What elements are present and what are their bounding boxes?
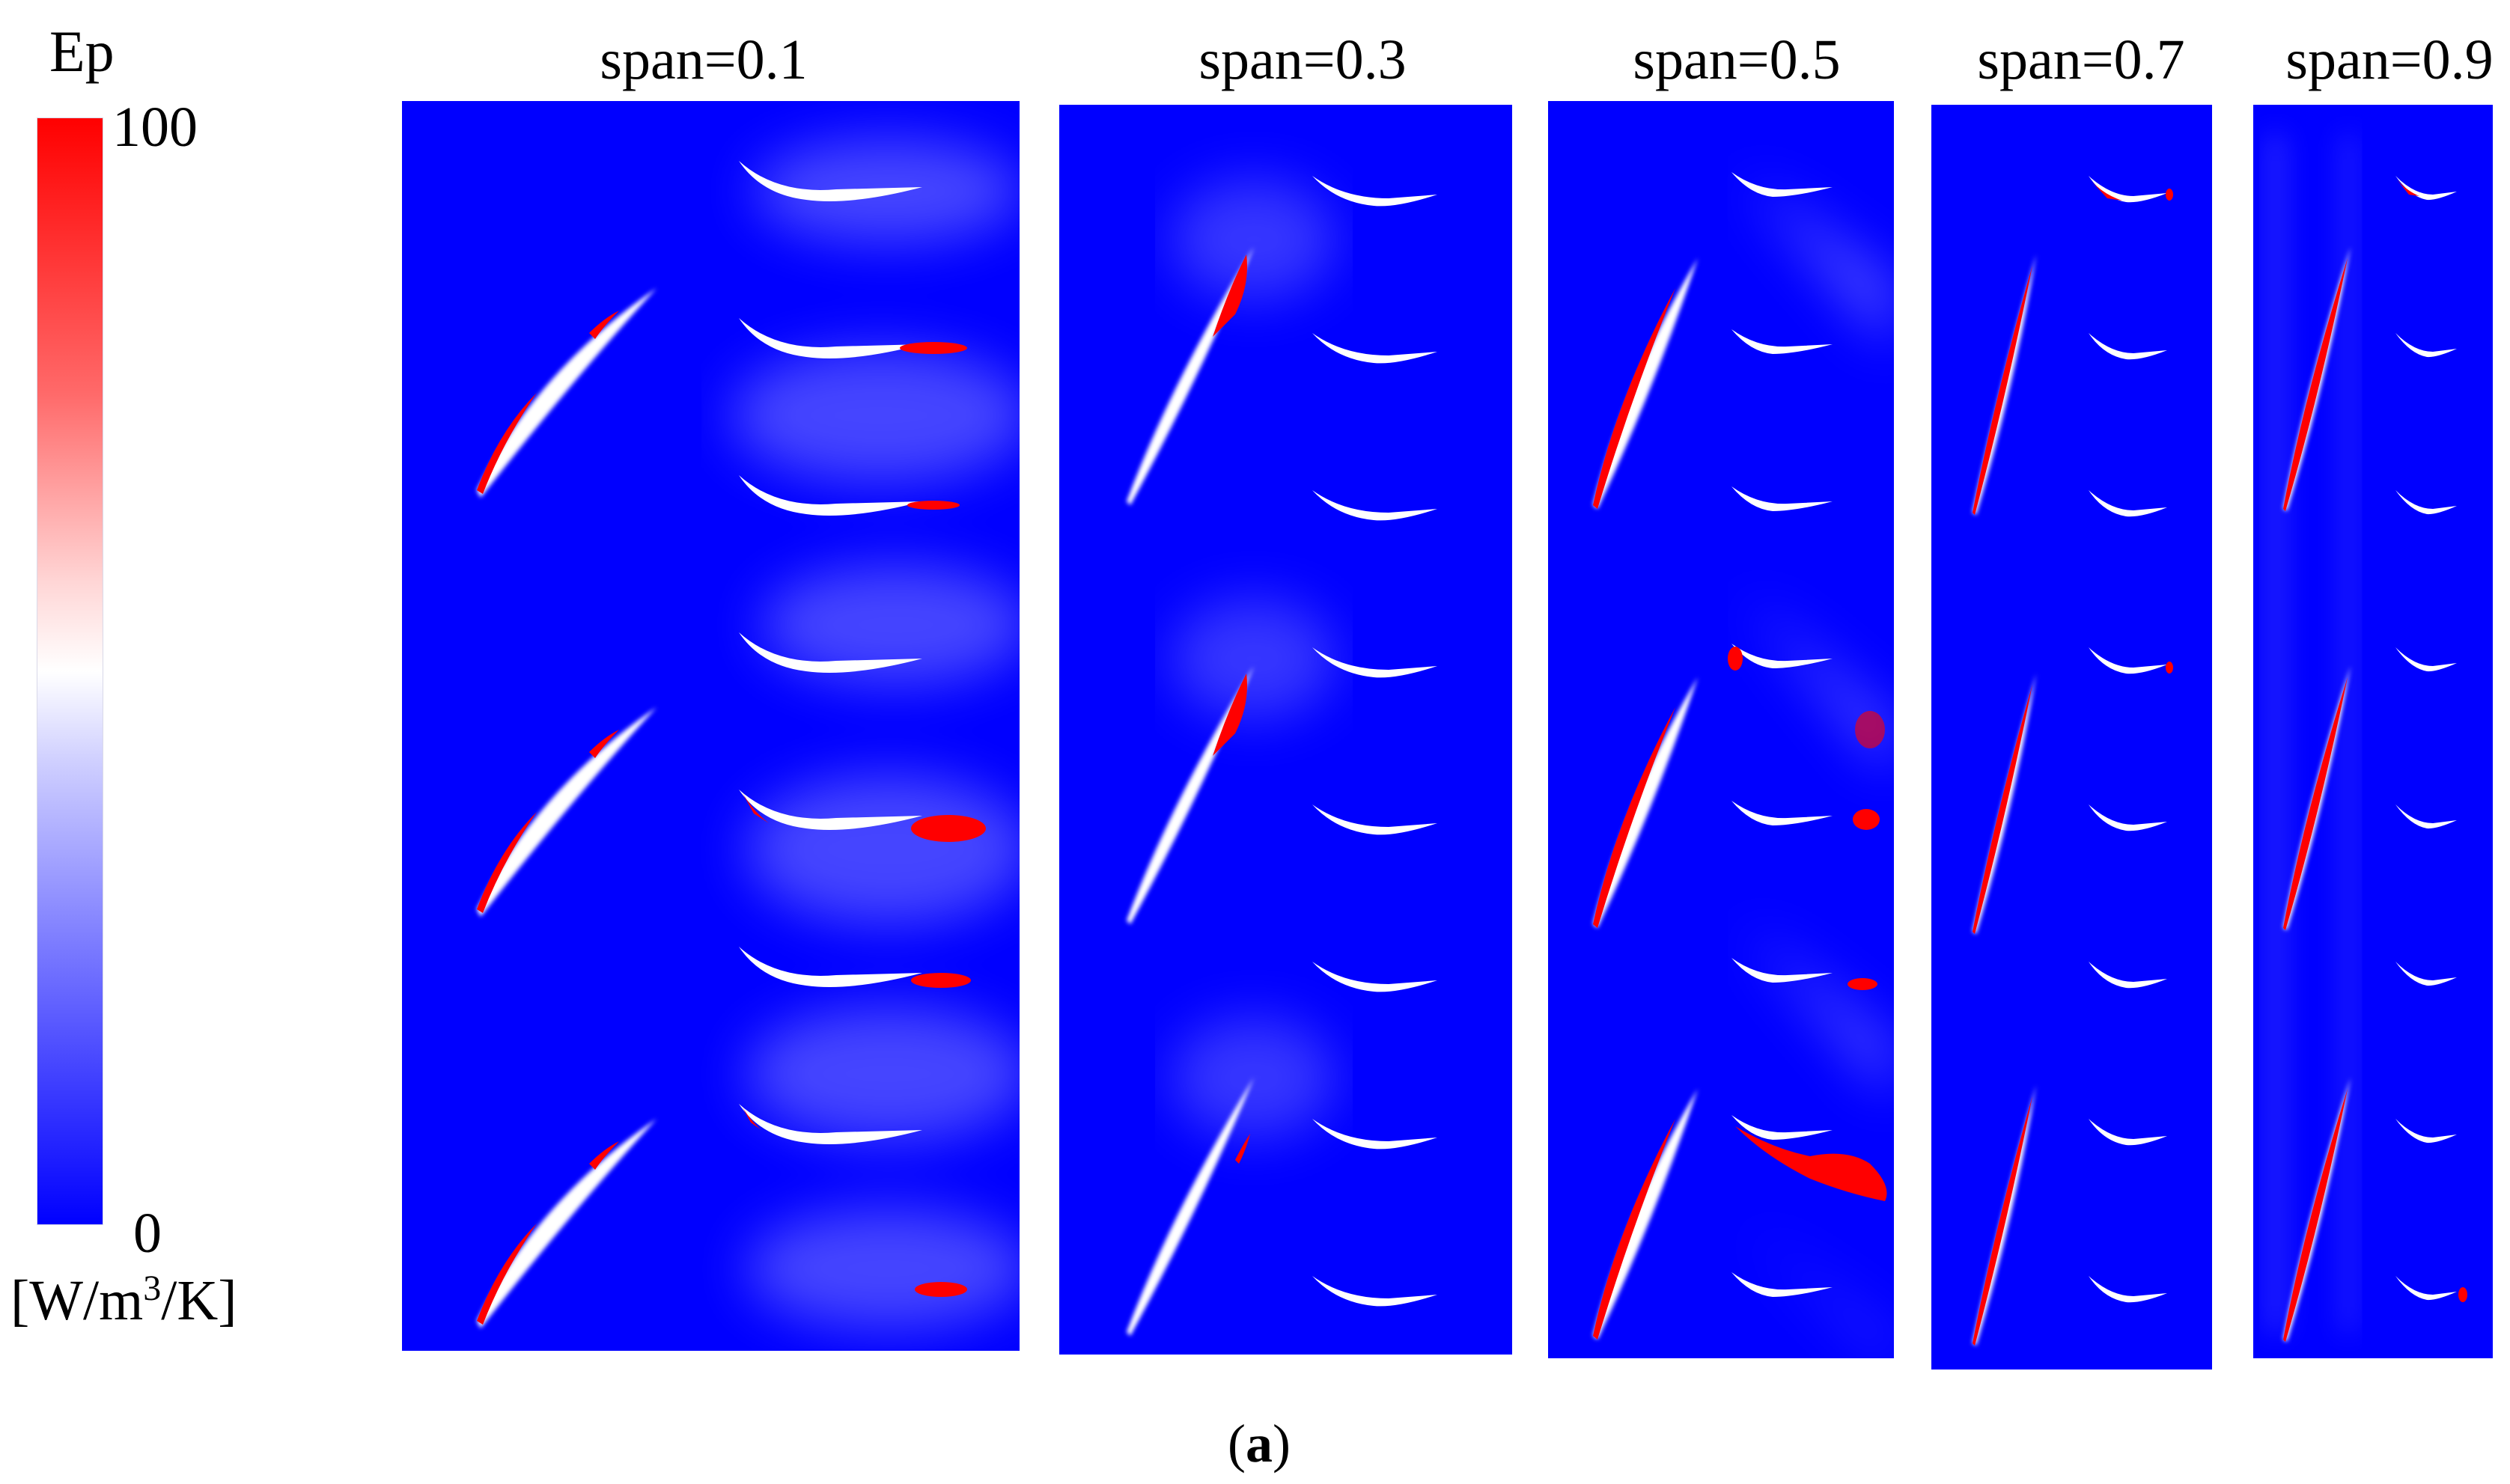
colorbar-unit: [W/m3/K] bbox=[10, 1269, 237, 1332]
caption-letter: a bbox=[1245, 1414, 1273, 1474]
panel-title-span-0-9: span=0.9 bbox=[2285, 28, 2494, 91]
colorbar-title: Ep bbox=[49, 19, 115, 84]
unit-suffix: /K] bbox=[161, 1269, 237, 1332]
unit-prefix: [W/m bbox=[10, 1269, 144, 1332]
unit-superscript: 3 bbox=[143, 1268, 162, 1308]
contour-panel-span-0-9 bbox=[2253, 105, 2493, 1358]
colorbar-gradient bbox=[37, 117, 103, 1225]
contour-panel-span-0-7 bbox=[1931, 105, 2212, 1370]
caption-close-paren: ) bbox=[1272, 1414, 1291, 1474]
panel-title-span-0-1: span=0.1 bbox=[600, 28, 808, 91]
panel-title-span-0-3: span=0.3 bbox=[1198, 28, 1407, 91]
panel-title-span-0-7: span=0.7 bbox=[1977, 28, 2185, 91]
contour-panel-span-0-3 bbox=[1059, 105, 1512, 1355]
contour-panel-span-0-5 bbox=[1548, 101, 1894, 1358]
panel-title-span-0-5: span=0.5 bbox=[1633, 28, 1841, 91]
colorbar-min-label: 0 bbox=[133, 1202, 162, 1265]
colorbar-max-label: 100 bbox=[112, 96, 198, 159]
figure-caption: (a) bbox=[1228, 1417, 1291, 1471]
contour-panel-span-0-1 bbox=[402, 101, 1020, 1351]
caption-open-paren: ( bbox=[1228, 1414, 1246, 1474]
